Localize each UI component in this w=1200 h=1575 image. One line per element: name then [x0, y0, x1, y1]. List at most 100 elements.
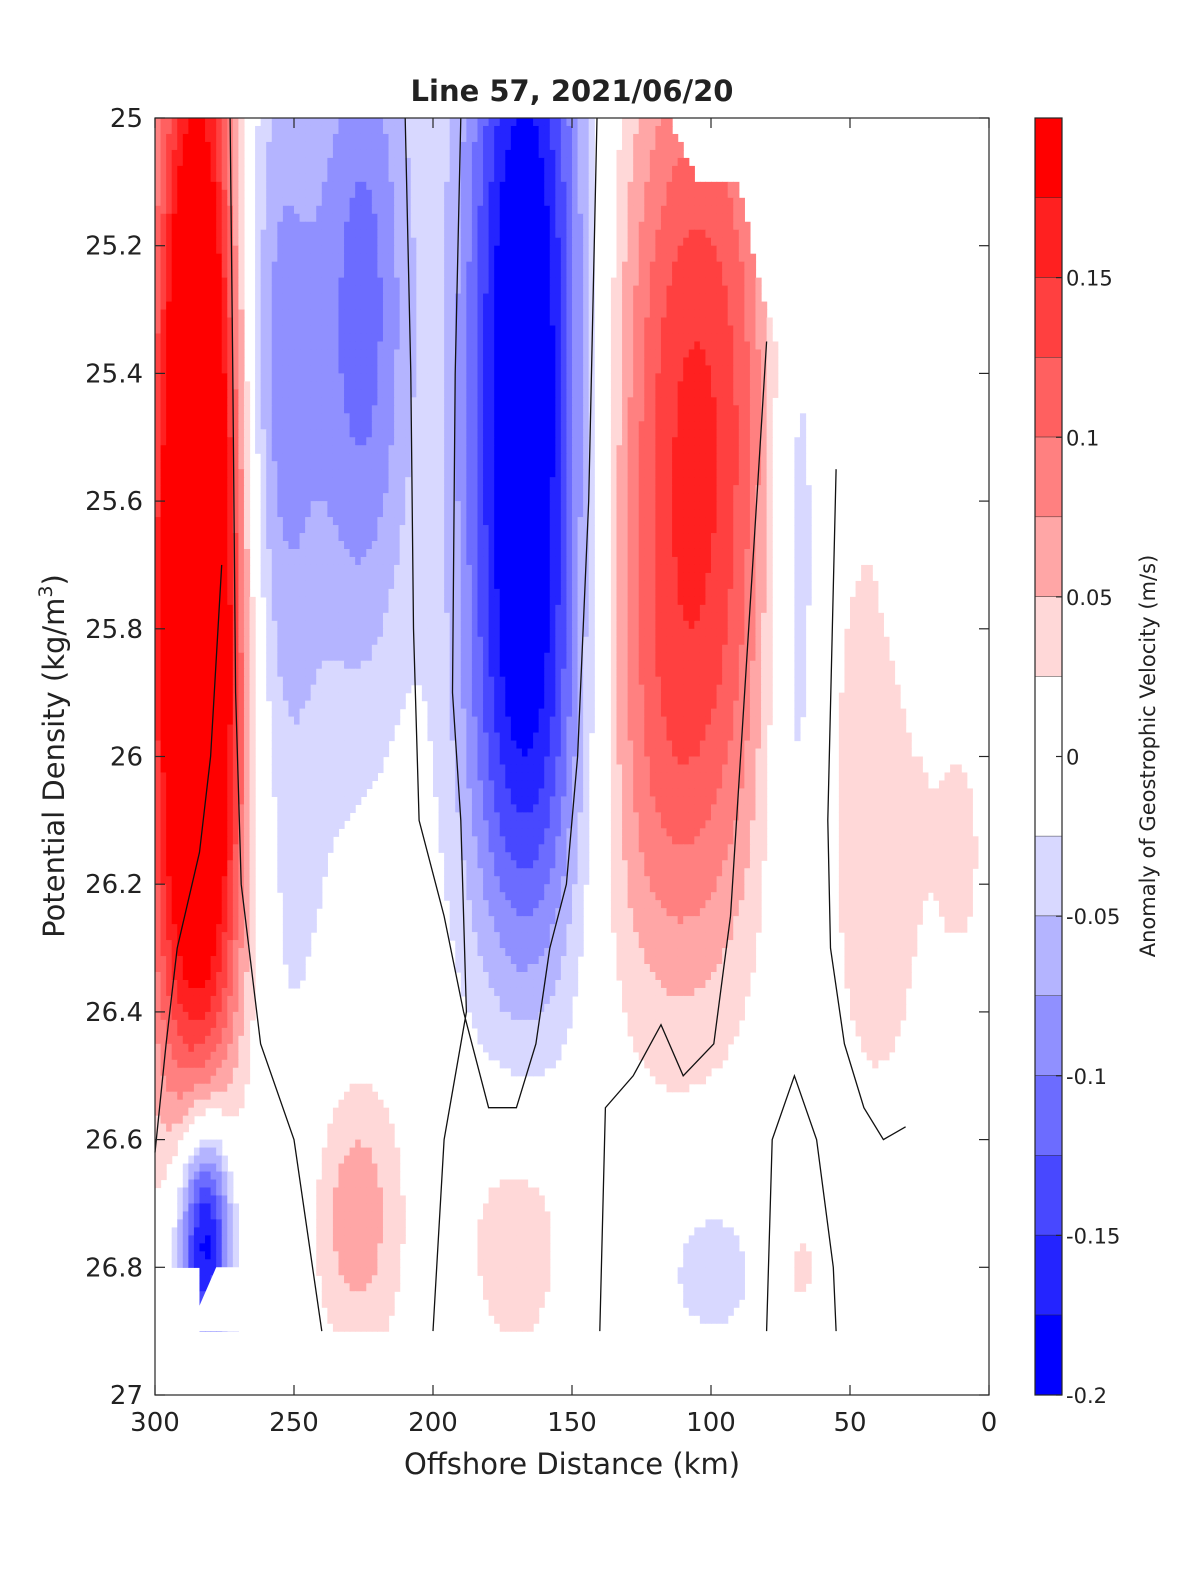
- heat-cell: [449, 485, 456, 494]
- heat-cell: [394, 149, 401, 159]
- heat-cell: [243, 397, 251, 406]
- heat-cell: [182, 221, 189, 231]
- heat-cell: [427, 221, 434, 231]
- heatmap-field: [155, 118, 979, 1332]
- heat-cell: [733, 469, 740, 478]
- heat-cell: [205, 165, 212, 175]
- heat-cell: [677, 149, 684, 159]
- heat-cell: [477, 421, 484, 430]
- heat-cell: [677, 181, 684, 191]
- heat-cell: [666, 157, 673, 167]
- heat-cell: [321, 349, 328, 359]
- heat-cell: [438, 229, 445, 239]
- heat-cell: [471, 213, 479, 223]
- heat-cell: [444, 253, 451, 263]
- heat-cell: [166, 309, 173, 319]
- heat-cell: [255, 373, 262, 382]
- heat-cell: [410, 469, 417, 478]
- heat-cell: [155, 125, 162, 135]
- heat-cell: [572, 405, 579, 414]
- heat-cell: [672, 221, 679, 231]
- heat-cell: [516, 469, 523, 478]
- heat-cell: [338, 453, 345, 462]
- heat-cell: [677, 453, 684, 462]
- heat-cell: [677, 349, 684, 359]
- heat-cell: [766, 381, 773, 390]
- heat-cell: [416, 197, 423, 207]
- heat-cell: [294, 357, 301, 367]
- heat-cell: [377, 149, 384, 159]
- heat-cell: [466, 237, 473, 247]
- heat-cell: [238, 309, 245, 319]
- heat-cell: [266, 285, 273, 295]
- heat-cell: [527, 501, 534, 510]
- heat-cell: [566, 245, 573, 255]
- heat-cell: [355, 461, 362, 470]
- heat-cell: [655, 165, 662, 175]
- heat-cell: [305, 157, 312, 167]
- heat-cell: [277, 165, 284, 175]
- heat-cell: [633, 477, 640, 486]
- heat-cell: [182, 373, 189, 382]
- heat-cell: [616, 429, 623, 438]
- heat-cell: [232, 461, 239, 470]
- heat-cell: [321, 253, 328, 263]
- heat-cell: [433, 285, 440, 295]
- heat-cell: [433, 133, 440, 143]
- heat-cell: [199, 269, 206, 279]
- heat-cell: [610, 437, 618, 446]
- heat-cell: [171, 485, 178, 494]
- heat-cell: [510, 333, 517, 343]
- heat-cell: [299, 461, 306, 470]
- heat-cell: [377, 317, 384, 327]
- heat-cell: [633, 165, 640, 175]
- heat-cell: [533, 333, 540, 343]
- heat-cell: [243, 445, 251, 454]
- heat-cell: [455, 485, 462, 494]
- heat-cell: [416, 205, 423, 215]
- heat-cell: [455, 118, 462, 127]
- heat-cell: [477, 205, 484, 215]
- heat-cell: [711, 229, 718, 239]
- heat-cell: [672, 309, 679, 319]
- heat-cell: [416, 165, 423, 175]
- heat-cell: [160, 269, 167, 279]
- heat-cell: [722, 341, 729, 351]
- heat-cell: [160, 245, 167, 255]
- heat-cell: [182, 309, 189, 319]
- heat-cell: [738, 485, 745, 494]
- heat-cell: [471, 333, 479, 343]
- heat-cell: [727, 245, 734, 255]
- heat-cell: [366, 301, 373, 311]
- heat-cell: [466, 477, 473, 486]
- heat-cell: [616, 277, 623, 287]
- heat-cell: [238, 253, 245, 263]
- heat-cell: [588, 141, 595, 151]
- heat-cell: [527, 118, 534, 127]
- heat-cell: [744, 429, 751, 438]
- heat-cell: [344, 253, 351, 263]
- heat-cell: [327, 205, 334, 215]
- heat-cell: [572, 149, 579, 159]
- heat-cell: [349, 301, 356, 311]
- heat-cell: [655, 261, 662, 271]
- heat-cell: [521, 381, 529, 390]
- heat-cell: [171, 125, 178, 135]
- heat-cell: [516, 429, 523, 438]
- heat-cell: [155, 157, 162, 167]
- heat-cell: [332, 461, 340, 470]
- heat-cell: [555, 437, 562, 446]
- heat-cell: [433, 461, 440, 470]
- heat-cell: [649, 141, 656, 151]
- heat-cell: [616, 269, 623, 279]
- heat-cell: [344, 445, 351, 454]
- heat-cell: [683, 213, 690, 223]
- heat-cell: [255, 309, 262, 319]
- heat-cell: [394, 245, 401, 255]
- heat-cell: [294, 469, 301, 478]
- heat-cell: [371, 397, 378, 406]
- heat-cell: [210, 421, 217, 430]
- heat-cell: [277, 237, 284, 247]
- heat-cell: [216, 437, 223, 446]
- heat-cell: [366, 389, 373, 398]
